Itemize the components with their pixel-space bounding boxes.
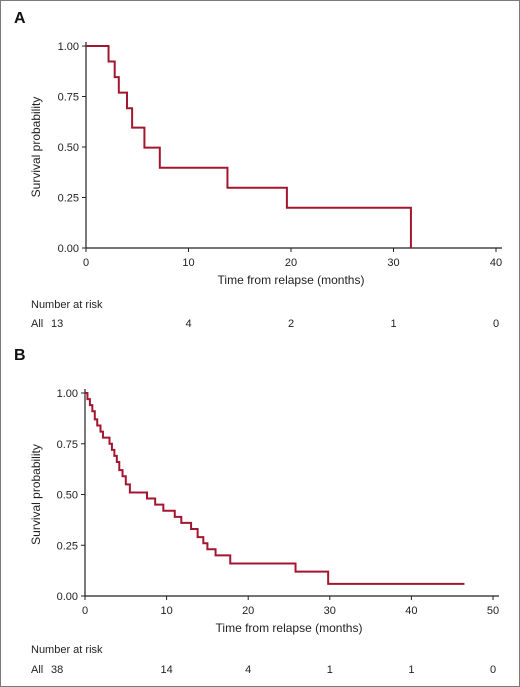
risk-value: 2 [288, 318, 294, 330]
x-tick-label: 20 [242, 605, 254, 617]
risk-value: 0 [493, 318, 499, 330]
x-tick-label: 50 [487, 605, 499, 617]
y-tick-label: 0.75 [58, 92, 79, 104]
panel-letter-b: B [14, 347, 26, 364]
risk-value: 1 [327, 664, 333, 676]
y-tick-label: 0.00 [58, 243, 79, 255]
risk-table-title: Number at risk [31, 299, 103, 311]
risk-table-title: Number at risk [31, 644, 103, 656]
panel-letter-a: A [14, 10, 26, 27]
risk-value: 0 [490, 664, 496, 676]
y-axis-label: Survival probability [29, 97, 43, 198]
x-tick-label: 40 [405, 605, 417, 617]
x-tick-label: 30 [387, 257, 399, 269]
survival-curve [85, 392, 465, 585]
x-tick-label: 30 [324, 605, 336, 617]
survival-curve [86, 45, 412, 248]
risk-value: 14 [160, 664, 172, 676]
y-tick-label: 0.25 [58, 193, 79, 205]
x-axis-label: Time from relapse (months) [216, 621, 363, 635]
y-tick-label: 1.00 [58, 41, 79, 53]
x-tick-label: 40 [490, 257, 502, 269]
risk-row-label: All [31, 318, 43, 330]
y-tick-label: 0.25 [57, 540, 78, 552]
risk-value: 4 [245, 664, 251, 676]
x-tick-label: 0 [83, 257, 89, 269]
risk-value: 13 [51, 318, 63, 330]
y-tick-label: 0.00 [57, 591, 78, 603]
y-axis-label: Survival probability [29, 444, 43, 545]
x-tick-label: 10 [160, 605, 172, 617]
x-tick-label: 10 [182, 257, 194, 269]
y-tick-label: 0.50 [58, 142, 79, 154]
x-tick-label: 0 [82, 605, 88, 617]
y-tick-label: 1.00 [57, 388, 78, 400]
risk-value: 1 [390, 318, 396, 330]
risk-value: 38 [51, 664, 63, 676]
x-tick-label: 20 [285, 257, 297, 269]
x-axis-label: Time from relapse (months) [218, 273, 365, 287]
panel-b-chart: 0.000.250.500.751.000 10 20 30 40 50Survival … [29, 388, 499, 676]
risk-value: 4 [185, 318, 191, 330]
risk-row-label: All [31, 664, 43, 676]
y-tick-label: 0.50 [57, 490, 78, 502]
risk-value: 1 [408, 664, 414, 676]
y-tick-label: 0.75 [57, 439, 78, 451]
